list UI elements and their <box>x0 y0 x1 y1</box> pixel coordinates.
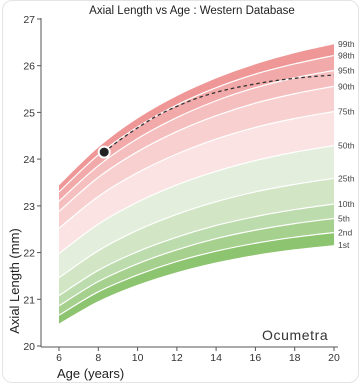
percentile-boundaries <box>58 54 335 316</box>
y-tick-label-24: 24 <box>23 154 35 166</box>
brand-logo: Ocumetra <box>262 327 328 343</box>
percentile-label-50th: 50th <box>338 141 355 151</box>
percentile-line-90th <box>58 85 335 212</box>
x-axis-ticks: 6 8 10 12 14 16 18 20 <box>56 347 340 364</box>
y-axis-ticks: 20 21 22 23 24 25 26 27 <box>23 14 41 353</box>
y-axis-label: Axial Length (mm) <box>7 228 22 333</box>
percentile-line-10th <box>58 203 335 297</box>
band-5th-to-10th <box>59 203 334 306</box>
percentile-line-2nd <box>58 231 335 316</box>
band-95th-to-98th <box>59 55 334 202</box>
percentile-bands <box>59 44 334 324</box>
projection-curve <box>103 74 335 153</box>
percentile-label-2nd: 2nd <box>338 228 352 238</box>
percentile-line-5th <box>58 217 335 307</box>
percentile-label-1st: 1st <box>338 240 350 250</box>
x-tick-label-6: 6 <box>56 352 62 364</box>
percentile-label-5th: 5th <box>338 214 350 224</box>
x-axis-label: Age (years) <box>57 366 124 381</box>
y-tick-label-20: 20 <box>23 341 35 353</box>
percentile-label-99th: 99th <box>338 39 355 49</box>
band-75th-to-90th <box>59 86 334 229</box>
percentile-line-50th <box>58 145 335 254</box>
percentile-label-90th: 90th <box>338 81 355 91</box>
y-tick-label-25: 25 <box>23 107 35 119</box>
x-tick-label-10: 10 <box>132 352 144 364</box>
patient-measurement-point[interactable] <box>97 145 111 159</box>
x-tick-label-20: 20 <box>328 352 340 364</box>
band-1st-to-2nd <box>59 232 334 324</box>
band-98th-to-99th <box>59 44 334 192</box>
band-90th-to-95th <box>59 70 334 212</box>
percentile-label-75th: 75th <box>338 107 355 117</box>
y-tick-label-22: 22 <box>23 248 35 260</box>
percentile-label-10th: 10th <box>338 199 355 209</box>
percentile-label-25th: 25th <box>338 173 355 183</box>
percentile-label-95th: 95th <box>338 65 355 75</box>
band-50th-to-75th <box>59 111 334 254</box>
x-tick-label-14: 14 <box>210 352 222 364</box>
chart-title: Axial Length vs Age : Western Database <box>89 5 295 17</box>
percentile-line-75th <box>58 110 335 229</box>
band-2nd-to-5th <box>59 218 334 316</box>
y-tick-label-27: 27 <box>23 14 35 26</box>
x-tick-label-18: 18 <box>289 352 301 364</box>
x-tick-label-12: 12 <box>171 352 183 364</box>
band-10th-to-25th <box>59 178 334 296</box>
band-25th-to-50th <box>59 145 334 278</box>
y-tick-label-26: 26 <box>23 61 35 73</box>
y-tick-label-21: 21 <box>23 294 35 306</box>
percentile-line-25th <box>58 177 335 279</box>
x-tick-label-16: 16 <box>250 352 262 364</box>
x-tick-label-8: 8 <box>95 352 101 364</box>
percentile-labels: 1st 2nd 5th 10th 25th 50th 75th 90th 95th 98th99t… <box>338 39 355 250</box>
y-tick-label-23: 23 <box>23 201 35 213</box>
brand-name: Ocumetra <box>262 327 328 343</box>
percentile-label-98th: 98th <box>338 50 355 60</box>
